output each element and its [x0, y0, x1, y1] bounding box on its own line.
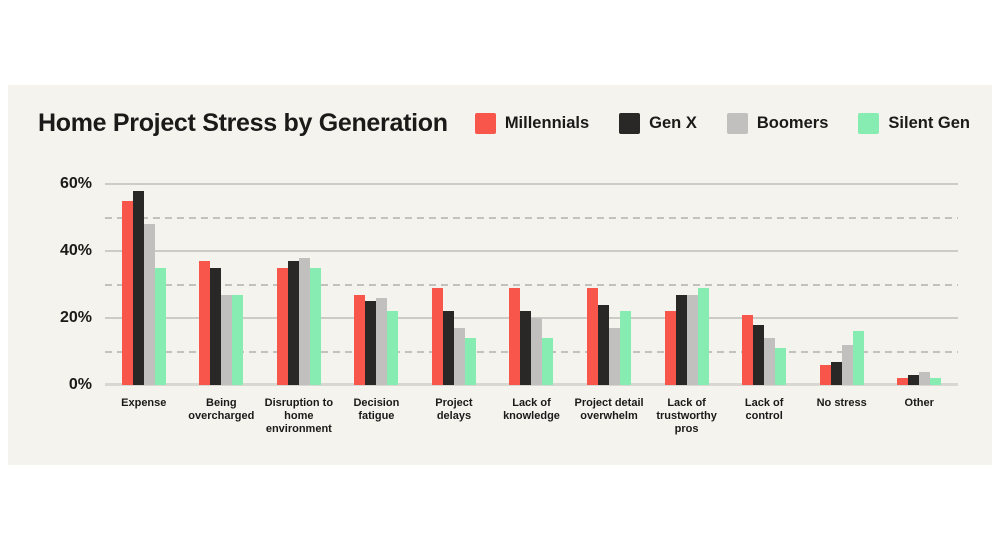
bar-boomers [609, 328, 621, 385]
chart-card: Home Project Stress by Generation Millen… [8, 85, 992, 465]
x-axis-label: Lack of control [744, 397, 784, 422]
bar-silent-gen [309, 267, 321, 385]
bar-millennials [431, 287, 443, 385]
bar-millennials [354, 294, 366, 385]
x-axis-label: Decision fatigue [353, 397, 400, 422]
bar-group [260, 184, 338, 385]
bar-boomers [531, 318, 543, 385]
gridline [105, 183, 958, 185]
bar-gen-x [365, 301, 377, 385]
bar-boomers [376, 297, 388, 385]
chart-header: Home Project Stress by Generation Millen… [38, 103, 970, 143]
bar-boomers [143, 224, 155, 385]
x-axis-label: Being overcharged [188, 397, 255, 422]
bar-millennials [742, 314, 754, 385]
bar-gen-x [210, 267, 222, 385]
x-axis-label: Project delays [435, 397, 473, 422]
bar-millennials [509, 287, 521, 385]
bar-boomers [919, 371, 931, 385]
bar-boomers [298, 257, 310, 385]
y-axis-tick-label: 40% [59, 242, 92, 259]
y-axis-tick-label: 20% [59, 309, 92, 326]
bar-boomers [221, 294, 233, 385]
y-axis-tick-label: 0% [68, 376, 92, 393]
bar-millennials [121, 200, 133, 385]
bar-silent-gen [464, 338, 476, 385]
bar-millennials [897, 378, 909, 385]
bar-group [493, 184, 571, 385]
legend-item-gen-x: Gen X [619, 112, 697, 134]
bar-silent-gen [930, 378, 942, 385]
page-title: Home Project Stress by Generation [38, 108, 448, 137]
bar-group [105, 184, 183, 385]
bar-group [803, 184, 881, 385]
legend-swatch [726, 112, 748, 134]
bar-gen-x [598, 304, 610, 385]
bar-gen-x [830, 361, 842, 385]
bar-gen-x [675, 294, 687, 385]
bar-group [183, 184, 261, 385]
legend-item-silent-gen: Silent Gen [858, 112, 970, 134]
bar-boomers [764, 338, 776, 385]
bar-boomers [841, 344, 853, 385]
legend-label: Silent Gen [888, 113, 970, 132]
bar-millennials [199, 261, 211, 385]
bar-silent-gen [232, 294, 244, 385]
bar-boomers [686, 294, 698, 385]
bar-millennials [664, 311, 676, 385]
legend-label: Boomers [756, 113, 829, 132]
bar-group [725, 184, 803, 385]
bar-silent-gen [697, 287, 709, 385]
bar-group [338, 184, 416, 385]
bar-gen-x [753, 324, 765, 385]
gridline [105, 216, 958, 219]
legend-label: Gen X [649, 113, 697, 132]
bar-group [648, 184, 726, 385]
bar-group [880, 184, 958, 385]
bar-group [415, 184, 493, 385]
legend-swatch [474, 112, 496, 134]
x-axis: Expense Being overcharged Disruption to ho… [105, 397, 958, 457]
gridline [105, 283, 958, 286]
bar-silent-gen [620, 311, 632, 385]
bar-gen-x [520, 311, 532, 385]
legend-swatch [858, 112, 880, 134]
y-axis-tick-label: 60% [59, 175, 92, 192]
x-axis-label: Lack of knowledge [503, 397, 560, 422]
x-axis-label: Project detail overwhelm [574, 397, 644, 422]
x-axis-label: Lack of trustworthy pros [656, 397, 717, 435]
bar-gen-x [287, 261, 299, 385]
bar-silent-gen [542, 338, 554, 385]
x-axis-label: Other [904, 397, 934, 409]
legend-item-millennials: Millennials [474, 112, 590, 134]
bar-millennials [587, 287, 599, 385]
bar-silent-gen [775, 348, 787, 385]
y-axis: 0% 20% 40% 60% [8, 175, 92, 393]
bar-group [570, 184, 648, 385]
x-axis-label: No stress [816, 397, 867, 409]
bar-millennials [819, 364, 831, 385]
bar-silent-gen [387, 311, 399, 385]
bar-boomers [453, 328, 465, 385]
plot-area [105, 183, 958, 386]
bar-silent-gen [154, 267, 166, 385]
bar-gen-x [132, 190, 144, 385]
legend-swatch [619, 112, 641, 134]
bar-gen-x [442, 311, 454, 385]
x-axis-label: Expense [121, 397, 167, 409]
legend: Millennials Gen X Boomers Silent Gen [474, 112, 970, 134]
x-axis-label: Disruption to home environment [264, 397, 334, 435]
bar-silent-gen [852, 331, 864, 385]
legend-label: Millennials [504, 113, 590, 132]
bar-gen-x [908, 374, 920, 385]
bar-millennials [276, 267, 288, 385]
gridline [105, 250, 958, 252]
legend-item-boomers: Boomers [726, 112, 829, 134]
